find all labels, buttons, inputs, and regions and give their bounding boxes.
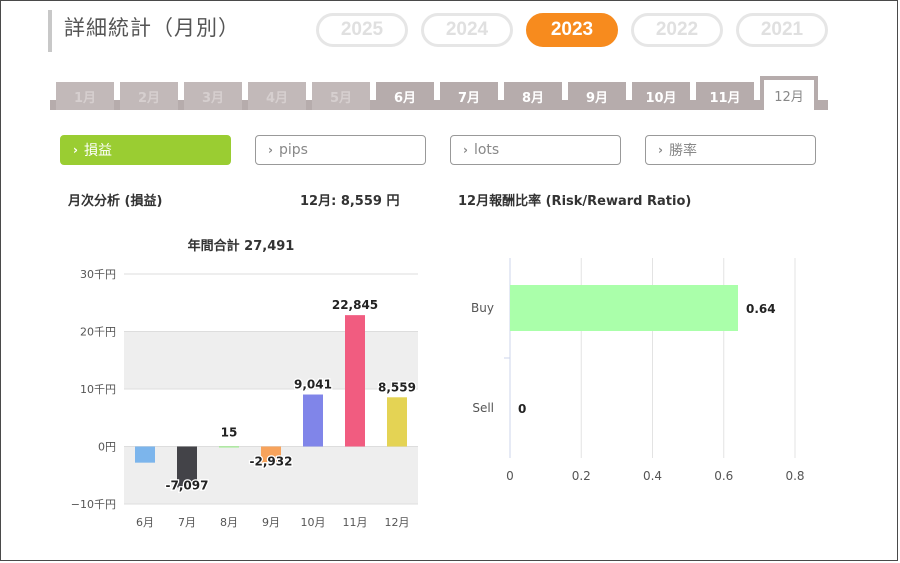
y-tick-label: Sell <box>472 401 494 415</box>
x-tick-label: 0 <box>506 469 514 483</box>
x-tick-label: 0.6 <box>714 469 733 483</box>
month-tabs: 1月 2月 3月 4月 5月 6月 7月 8月 9月 10月 11月 12月 <box>50 76 828 110</box>
chevron-right-icon: › <box>73 143 78 157</box>
month-tab-6[interactable]: 6月 <box>376 82 434 110</box>
metric-label: 損益 <box>83 143 112 159</box>
metric-button-pips[interactable]: › pips <box>255 135 426 165</box>
year-tabs: 2025 2024 2023 2022 2021 <box>316 13 828 47</box>
month-tab-3[interactable]: 3月 <box>184 82 242 110</box>
x-tick-label: 6月 <box>136 516 154 529</box>
monthly-analysis-label: 月次分析 (損益) <box>68 194 163 209</box>
metric-button-winrate[interactable]: › 勝率 <box>645 135 816 165</box>
title-block: 詳細統計（月別） <box>48 10 240 52</box>
month-tab-9[interactable]: 9月 <box>568 82 626 110</box>
x-tick-label: 8月 <box>220 516 238 529</box>
metric-label: lots <box>473 142 500 158</box>
data-label: 9,041 <box>294 378 332 392</box>
rr-ratio-label: 12月報酬比率 (Risk/Reward Ratio) <box>458 194 692 209</box>
x-tick-label: 0.2 <box>572 469 591 483</box>
y-tick-label: 30千円 <box>80 268 116 281</box>
metric-label: 勝率 <box>668 143 697 159</box>
chart-title: 年間合計 27,491 <box>188 238 295 254</box>
bar-7月[interactable] <box>177 446 197 488</box>
chevron-right-icon: › <box>658 143 663 157</box>
x-tick-label: 0.4 <box>643 469 662 483</box>
year-tab-2021[interactable]: 2021 <box>736 13 828 47</box>
metric-button-profit[interactable]: › 損益 <box>60 135 231 165</box>
month-tab-4[interactable]: 4月 <box>248 82 306 110</box>
monthly-summary: 12月: 8,559 円 <box>300 194 400 209</box>
y-tick-label: 20千円 <box>80 326 116 339</box>
bar-11月[interactable] <box>345 315 365 447</box>
x-tick-label: 10月 <box>301 516 326 529</box>
y-tick-label: −10千円 <box>71 498 116 511</box>
chevron-right-icon: › <box>463 143 468 157</box>
x-tick-label: 11月 <box>343 516 368 529</box>
chevron-right-icon: › <box>268 143 273 157</box>
y-tick-label: 0円 <box>98 441 116 454</box>
year-tab-2023[interactable]: 2023 <box>526 13 618 47</box>
bar-buy[interactable] <box>510 285 738 331</box>
page-title: 詳細統計（月別） <box>64 16 240 40</box>
metric-label: pips <box>278 142 308 158</box>
month-tab-12[interactable]: 12月 <box>760 76 818 110</box>
metric-button-lots[interactable]: › lots <box>450 135 621 165</box>
bar-9月[interactable] <box>261 446 281 464</box>
x-tick-label: 0.8 <box>785 469 804 483</box>
bar-10月[interactable] <box>303 394 323 447</box>
month-tab-8[interactable]: 8月 <box>504 82 562 110</box>
data-label: -7,097 <box>166 478 209 492</box>
monthly-pl-chart: 年間合計 27,491 30千円 20千円 10千円 0円 −10千円 6月 -7,097 7月… <box>71 238 418 529</box>
y-tick-label: Buy <box>471 301 494 315</box>
data-label: -2,932 <box>250 454 293 468</box>
bar-8月[interactable] <box>219 446 239 448</box>
month-tab-10[interactable]: 10月 <box>632 82 690 110</box>
month-tab-2[interactable]: 2月 <box>120 82 178 110</box>
x-tick-label: 9月 <box>262 516 280 529</box>
rr-ratio-chart: 0 0.2 0.4 0.6 0.8 Buy 0.64 Sell 0 <box>471 258 805 483</box>
data-label: 15 <box>221 425 238 439</box>
plot-band <box>124 331 418 389</box>
year-tab-2025[interactable]: 2025 <box>316 13 408 47</box>
month-tab-bar <box>50 100 828 110</box>
bar-12月[interactable] <box>387 397 407 447</box>
data-label: 0.64 <box>746 302 776 316</box>
x-tick-label: 7月 <box>178 516 196 529</box>
metric-buttons: › 損益 › pips › lots › 勝率 <box>60 135 816 165</box>
x-tick-label: 12月 <box>385 516 410 529</box>
year-tab-2024[interactable]: 2024 <box>421 13 513 47</box>
data-label: 0 <box>518 402 526 416</box>
month-tab-11[interactable]: 11月 <box>696 82 754 110</box>
month-tab-1[interactable]: 1月 <box>56 82 114 110</box>
year-tab-2022[interactable]: 2022 <box>631 13 723 47</box>
bar-6月[interactable] <box>135 446 155 463</box>
month-tab-5[interactable]: 5月 <box>312 82 370 110</box>
y-tick-label: 10千円 <box>80 383 116 396</box>
data-label: 22,845 <box>332 298 378 312</box>
month-tab-7[interactable]: 7月 <box>440 82 498 110</box>
data-label: 8,559 <box>378 380 416 394</box>
